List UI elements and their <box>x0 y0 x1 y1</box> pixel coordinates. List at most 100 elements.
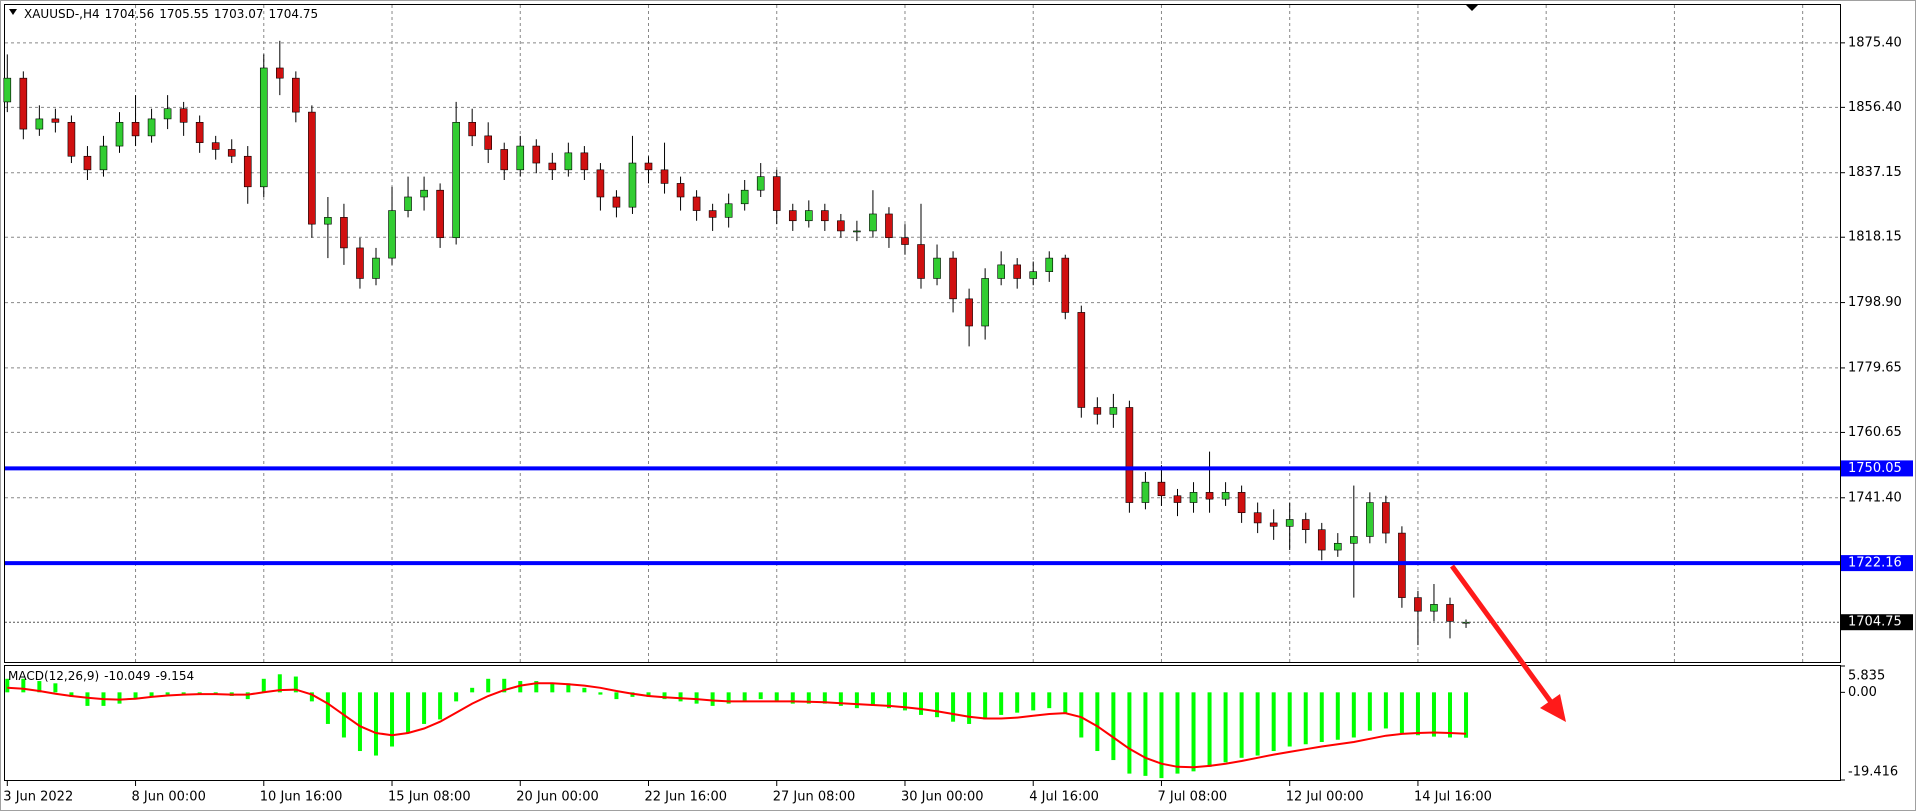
candle-body <box>788 210 797 222</box>
y-tick-label: 1818.15 <box>1848 230 1902 245</box>
macd-bar <box>165 692 170 695</box>
y-tick-label: 1741.40 <box>1848 490 1902 505</box>
macd-bar <box>373 692 378 756</box>
candle-body <box>308 111 316 225</box>
macd-bar <box>758 692 763 700</box>
macd-bar <box>983 692 988 720</box>
macd-main-value: -10.049 <box>104 669 151 683</box>
candle-body <box>243 155 252 188</box>
header-open: 1704.56 <box>104 7 155 21</box>
candle-body <box>965 298 973 327</box>
macd-bar <box>614 692 619 700</box>
candle-body <box>1221 492 1230 500</box>
macd-bar <box>662 692 667 700</box>
candle-body <box>949 257 957 300</box>
shift-marker <box>1466 5 1478 11</box>
macd-bar <box>293 676 298 693</box>
candle-body <box>981 278 989 327</box>
candle-body <box>853 230 861 233</box>
macd-bar <box>422 692 427 724</box>
candle-body <box>452 121 460 239</box>
candle-body <box>484 135 493 150</box>
candle-body <box>468 121 476 137</box>
y-tick-label: -19.416 <box>1848 765 1898 780</box>
macd-bar <box>1351 692 1356 738</box>
candle-body <box>644 162 653 171</box>
candle-body <box>179 108 188 123</box>
candle-body <box>708 210 717 218</box>
candle-body <box>933 257 941 279</box>
candle-body <box>516 145 525 171</box>
macd-bar <box>999 692 1004 715</box>
macd-bar <box>806 692 811 704</box>
macd-bar <box>1015 692 1020 713</box>
header-low: 1703.07 <box>213 7 264 21</box>
macd-bar <box>1431 692 1436 737</box>
candle-body <box>548 162 557 171</box>
macd-signal-value: -9.154 <box>155 669 195 683</box>
candle-body <box>259 67 268 188</box>
candle-body <box>195 121 204 143</box>
x-tick-label: 20 Jun 00:00 <box>516 790 599 805</box>
candle-body <box>580 152 589 171</box>
menu-triangle <box>9 9 17 15</box>
price-header: XAUUSD-,H4 1704.56 1705.55 1703.07 1704.… <box>24 7 318 21</box>
macd-bar <box>1127 692 1132 774</box>
candle-body <box>1093 407 1102 415</box>
macd-bar <box>534 681 539 693</box>
macd-bar <box>822 692 827 704</box>
annotation-arrowhead <box>1540 694 1566 722</box>
candle-body <box>1061 257 1070 313</box>
macd-bar <box>309 692 314 702</box>
y-tick-label: 1875.40 <box>1848 35 1902 50</box>
macd-bar <box>870 692 875 706</box>
candle-body <box>612 196 621 208</box>
candle-body <box>67 121 76 157</box>
y-tick-label: 1779.65 <box>1848 360 1902 375</box>
macd-bar <box>919 692 924 715</box>
macd-bar <box>85 692 90 706</box>
candle-body <box>660 169 669 184</box>
macd-bar <box>1399 692 1404 733</box>
macd-bar <box>774 692 779 702</box>
macd-bar <box>935 692 940 718</box>
level-label: 1750.05 <box>1848 461 1902 476</box>
candle-body <box>1350 536 1358 544</box>
candle-body <box>372 257 380 279</box>
candle-body <box>388 210 396 259</box>
candle-body <box>227 149 236 157</box>
macd-bar <box>886 692 891 709</box>
candle-body <box>564 152 573 171</box>
last-price-box <box>1841 614 1913 631</box>
annotation-arrow <box>1449 564 1559 711</box>
candle-body <box>292 77 300 113</box>
candle-body <box>1317 529 1326 551</box>
candle-body <box>1398 532 1406 598</box>
macd-bar <box>245 692 250 700</box>
macd-bar <box>1255 692 1260 756</box>
macd-bar <box>1287 692 1292 747</box>
macd-bar <box>678 692 683 702</box>
macd-bar <box>838 692 843 706</box>
macd-bar <box>325 692 330 724</box>
candle-body <box>997 264 1005 279</box>
x-tick-label: 3 Jun 2022 <box>3 790 73 805</box>
macd-bar <box>5 678 10 693</box>
macd-bar <box>1079 692 1084 738</box>
candle-body <box>901 237 909 245</box>
macd-bar <box>261 678 266 693</box>
candle-body <box>724 203 733 218</box>
macd-bar <box>694 692 699 704</box>
candle-body <box>837 220 845 232</box>
candle-body <box>83 155 92 171</box>
macd-bar <box>518 681 523 693</box>
macd-bar <box>1367 692 1372 731</box>
candle-body <box>436 189 444 239</box>
macd-bar <box>967 692 972 724</box>
macd-bar <box>1223 692 1228 763</box>
macd-bar <box>1239 692 1244 758</box>
macd-bar <box>1271 692 1276 752</box>
candle-body <box>804 210 813 222</box>
candle-body <box>1205 492 1214 500</box>
